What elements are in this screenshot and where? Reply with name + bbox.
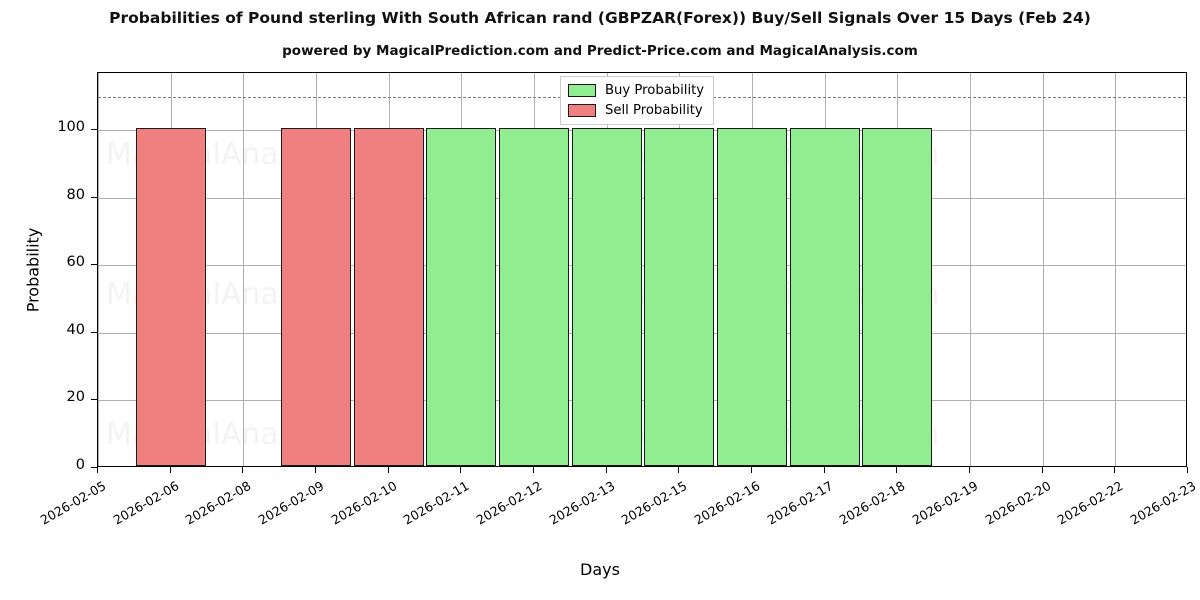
legend-swatch-sell-icon — [568, 104, 596, 117]
y-axis-tick-label: 40 — [66, 322, 85, 338]
gridline-vertical — [243, 73, 244, 466]
y-axis-tick-label: 80 — [66, 187, 85, 203]
bar-buy-2026-02-16 — [717, 128, 787, 466]
bar-sell-2026-02-09 — [281, 128, 351, 466]
gridline-vertical — [1043, 73, 1044, 466]
y-axis-tick — [91, 332, 97, 334]
x-axis-tick — [824, 467, 826, 473]
x-axis-tick — [170, 467, 172, 473]
gridline-vertical — [1115, 73, 1116, 466]
bar-buy-2026-02-17 — [790, 128, 860, 466]
x-axis-tick — [1187, 467, 1189, 473]
gridline-horizontal — [98, 198, 1186, 199]
bar-buy-2026-02-12 — [499, 128, 569, 466]
x-axis-tick — [315, 467, 317, 473]
x-axis-title: Days — [580, 560, 620, 579]
x-axis-tick — [678, 467, 680, 473]
bar-buy-2026-02-18 — [862, 128, 932, 466]
gridline-horizontal — [98, 333, 1186, 334]
x-axis-tick — [969, 467, 971, 473]
x-axis-tick — [242, 467, 244, 473]
x-axis-tick — [460, 467, 462, 473]
bar-sell-2026-02-06 — [136, 128, 206, 466]
x-axis: 2026-02-05 2026-02-06 2026-02-08 2026-02-09… — [38, 467, 1199, 567]
y-axis: 0 20 40 60 80 100 Probability — [24, 72, 1187, 473]
gridline-vertical — [98, 73, 99, 466]
y-axis-tick — [91, 197, 97, 199]
y-axis-tick-label: 60 — [66, 254, 85, 270]
x-axis-tick — [1042, 467, 1044, 473]
y-axis-tick-label: 100 — [57, 119, 85, 135]
bar-buy-2026-02-13 — [572, 128, 642, 466]
x-axis-tick — [533, 467, 535, 473]
gridline-horizontal — [98, 130, 1186, 131]
x-axis-tick — [388, 467, 390, 473]
y-axis-tick-label: 0 — [75, 457, 85, 473]
x-axis-tick — [606, 467, 608, 473]
bar-buy-2026-02-11 — [426, 128, 496, 466]
bar-buy-2026-02-15 — [644, 128, 714, 466]
chart-legend: Buy Probability Sell Probability — [560, 76, 715, 125]
x-axis-tick — [751, 467, 753, 473]
y-axis-tick — [91, 467, 97, 469]
x-axis-tick — [896, 467, 898, 473]
gridline-horizontal — [98, 400, 1186, 401]
gridline-vertical — [970, 73, 971, 466]
y-axis-tick — [91, 129, 97, 131]
gridline-horizontal — [98, 265, 1186, 266]
legend-label-buy: Buy Probability — [605, 83, 705, 98]
chart-title: Probabilities of Pound sterling With Sou… — [109, 9, 1091, 27]
chart-subtitle: powered by MagicalPrediction.com and Pre… — [282, 43, 918, 59]
bar-sell-2026-02-10 — [354, 128, 424, 466]
y-axis-tick — [91, 399, 97, 401]
y-axis-tick — [91, 264, 97, 266]
x-axis-tick — [97, 467, 99, 473]
x-axis-tick — [1114, 467, 1116, 473]
y-axis-tick-label: 20 — [66, 389, 85, 405]
legend-label-sell: Sell Probability — [605, 103, 703, 118]
legend-swatch-buy-icon — [568, 84, 596, 97]
y-axis-title: Probability — [23, 227, 43, 312]
legend-item-buy: Buy Probability — [568, 82, 704, 99]
legend-item-sell: Sell Probability — [568, 102, 704, 119]
